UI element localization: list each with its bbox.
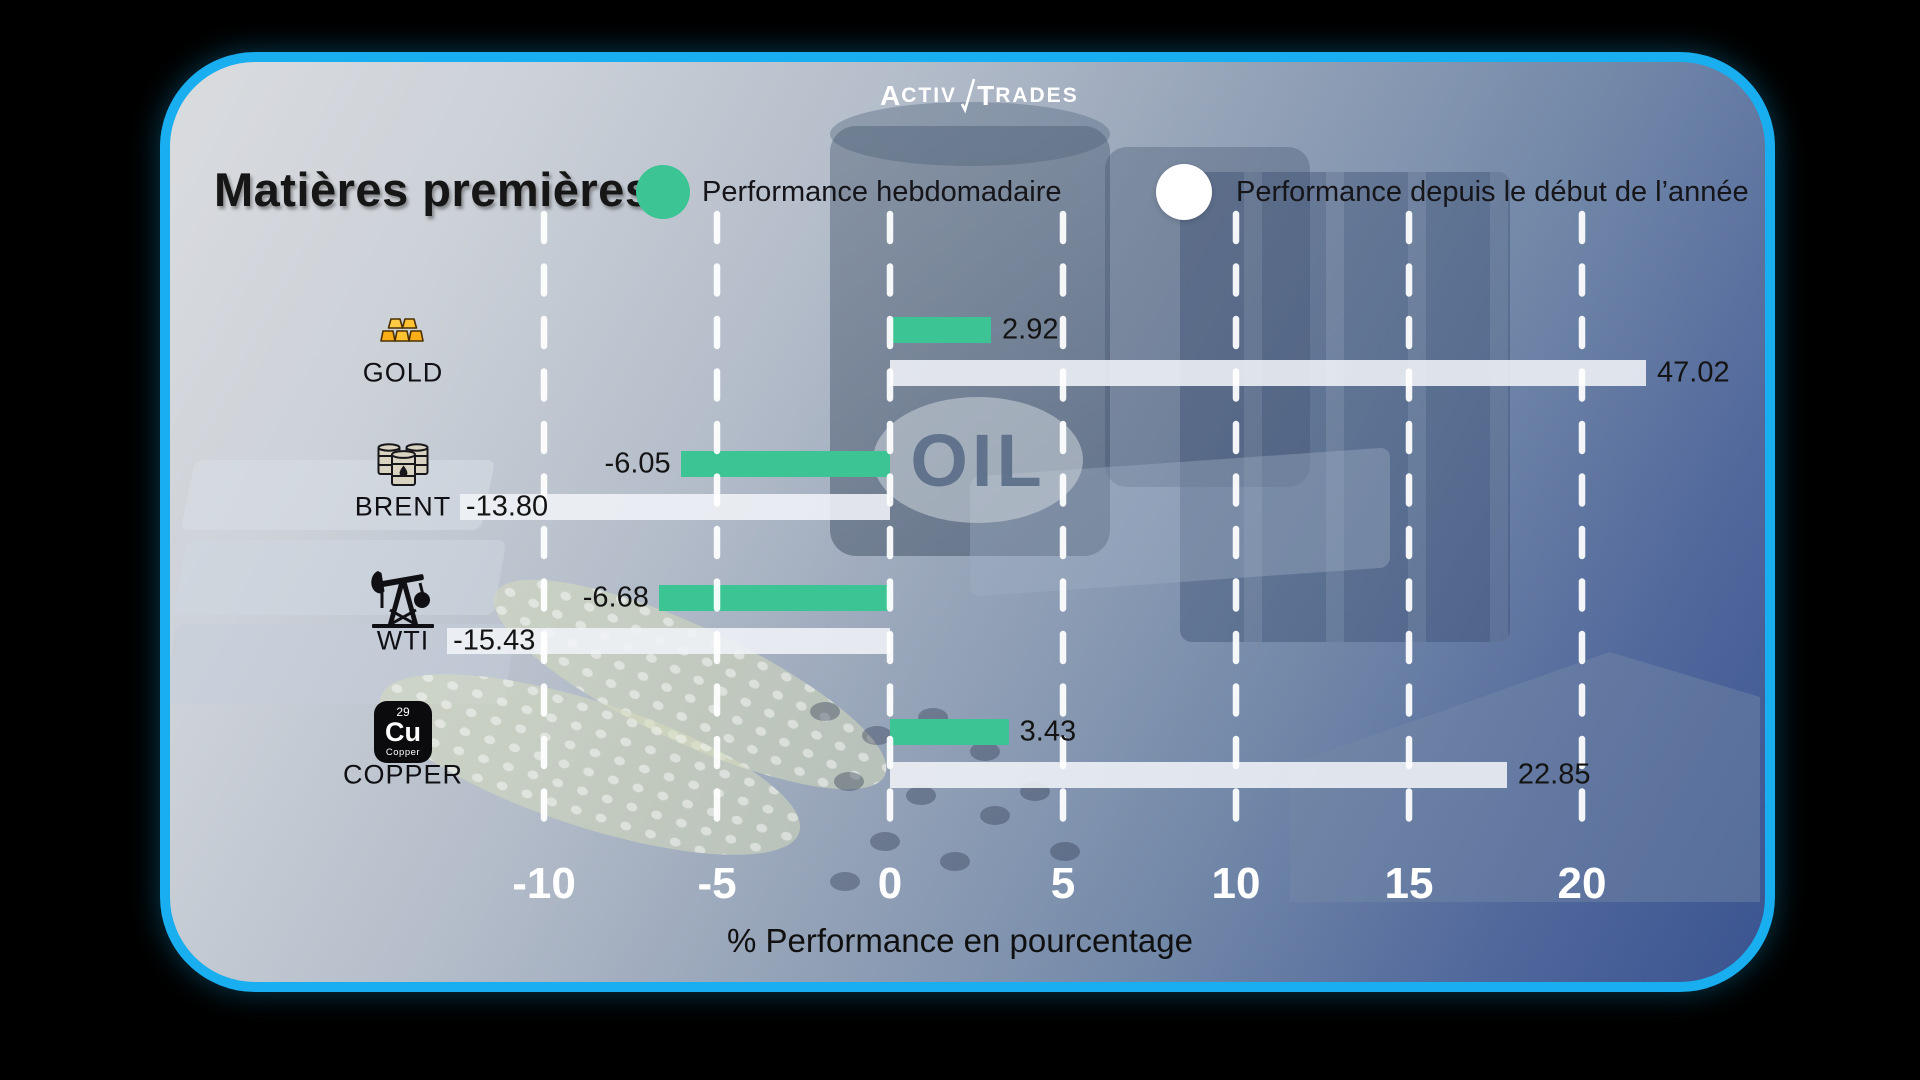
category-label-gold: GOLD <box>362 357 444 388</box>
legend-weekly-label: Performance hebdomadaire <box>702 176 1062 208</box>
logo-suffix: RADES <box>995 84 1079 107</box>
copper-element-icon: 29 Cu Copper <box>374 701 432 763</box>
legend-ytd-dot <box>1156 164 1212 220</box>
ytd-value-label-brent: -13.80 <box>465 490 549 523</box>
logo-suffix-initial: T <box>977 80 996 111</box>
weekly-bar-copper <box>890 719 1009 745</box>
copper-name: Copper <box>385 747 421 759</box>
category-label-wti: WTI <box>376 625 430 656</box>
category-label-brent: BRENT <box>354 491 452 522</box>
pump-jack-icon <box>371 571 434 628</box>
x-axis-tick: 0 <box>877 859 903 908</box>
copper-icon-holder: 29 Cu Copper <box>374 701 432 763</box>
weekly-bar-gold <box>890 317 992 343</box>
x-axis-tick: -5 <box>697 859 737 908</box>
x-axis-tick: 15 <box>1384 859 1434 908</box>
oil-barrel-label: OIL <box>873 397 1083 523</box>
x-axis-tick: 10 <box>1211 859 1261 908</box>
weekly-value-label-wti: -6.68 <box>582 581 649 614</box>
brent-icon-holder <box>375 439 431 489</box>
ytd-bar-gold <box>890 360 1646 386</box>
ytd-bar-wti <box>447 628 890 654</box>
ytd-value-label-copper: 22.85 <box>1517 758 1591 791</box>
page-title: Matières premières <box>214 163 652 216</box>
legend-ytd-label: Performance depuis le début de l’année <box>1236 176 1749 208</box>
bar-chart: GOLD 2.92 47.02 BRENT -6.05 -13.80 WTI -6.68 -… <box>170 62 1765 982</box>
category-label-copper: COPPER <box>342 759 464 790</box>
ytd-bar-copper <box>890 762 1507 788</box>
x-axis-tick: 20 <box>1557 859 1607 908</box>
ytd-value-label-wti: -15.43 <box>453 624 536 657</box>
logo-check-icon <box>960 78 976 114</box>
logo-prefix-initial: A <box>880 80 902 111</box>
gold-icon-holder <box>378 316 428 344</box>
weekly-value-label-brent: -6.05 <box>604 447 671 480</box>
ytd-value-label-gold: 47.02 <box>1657 356 1730 389</box>
weekly-value-label-copper: 3.43 <box>1019 715 1077 748</box>
gold-bars-icon <box>380 318 424 342</box>
weekly-bar-wti <box>658 585 890 611</box>
x-axis-tick: 5 <box>1050 859 1076 908</box>
copper-atomic-number: 29 <box>396 705 410 720</box>
copper-symbol: Cu <box>385 717 421 748</box>
coffee-beans-image <box>810 702 840 721</box>
weekly-value-label-gold: 2.92 <box>1002 313 1059 346</box>
oil-label-text: OIL <box>910 418 1046 502</box>
x-axis-title: % Performance en pourcentage <box>727 922 1193 959</box>
logo-prefix: CTIV <box>901 84 958 107</box>
legend-weekly-dot <box>636 165 690 219</box>
weekly-bar-brent <box>680 451 890 477</box>
infographic-card: OIL A CTIV T RADES Matières premières Pe… <box>160 52 1775 992</box>
ytd-bar-brent <box>459 494 890 520</box>
wti-icon-holder <box>370 566 436 630</box>
oil-barrel-rim-image <box>830 102 1110 166</box>
x-axis-tick: -10 <box>512 859 576 908</box>
oil-barrels-icon <box>377 443 429 486</box>
activtrades-logo: A CTIV T RADES <box>880 76 1340 116</box>
